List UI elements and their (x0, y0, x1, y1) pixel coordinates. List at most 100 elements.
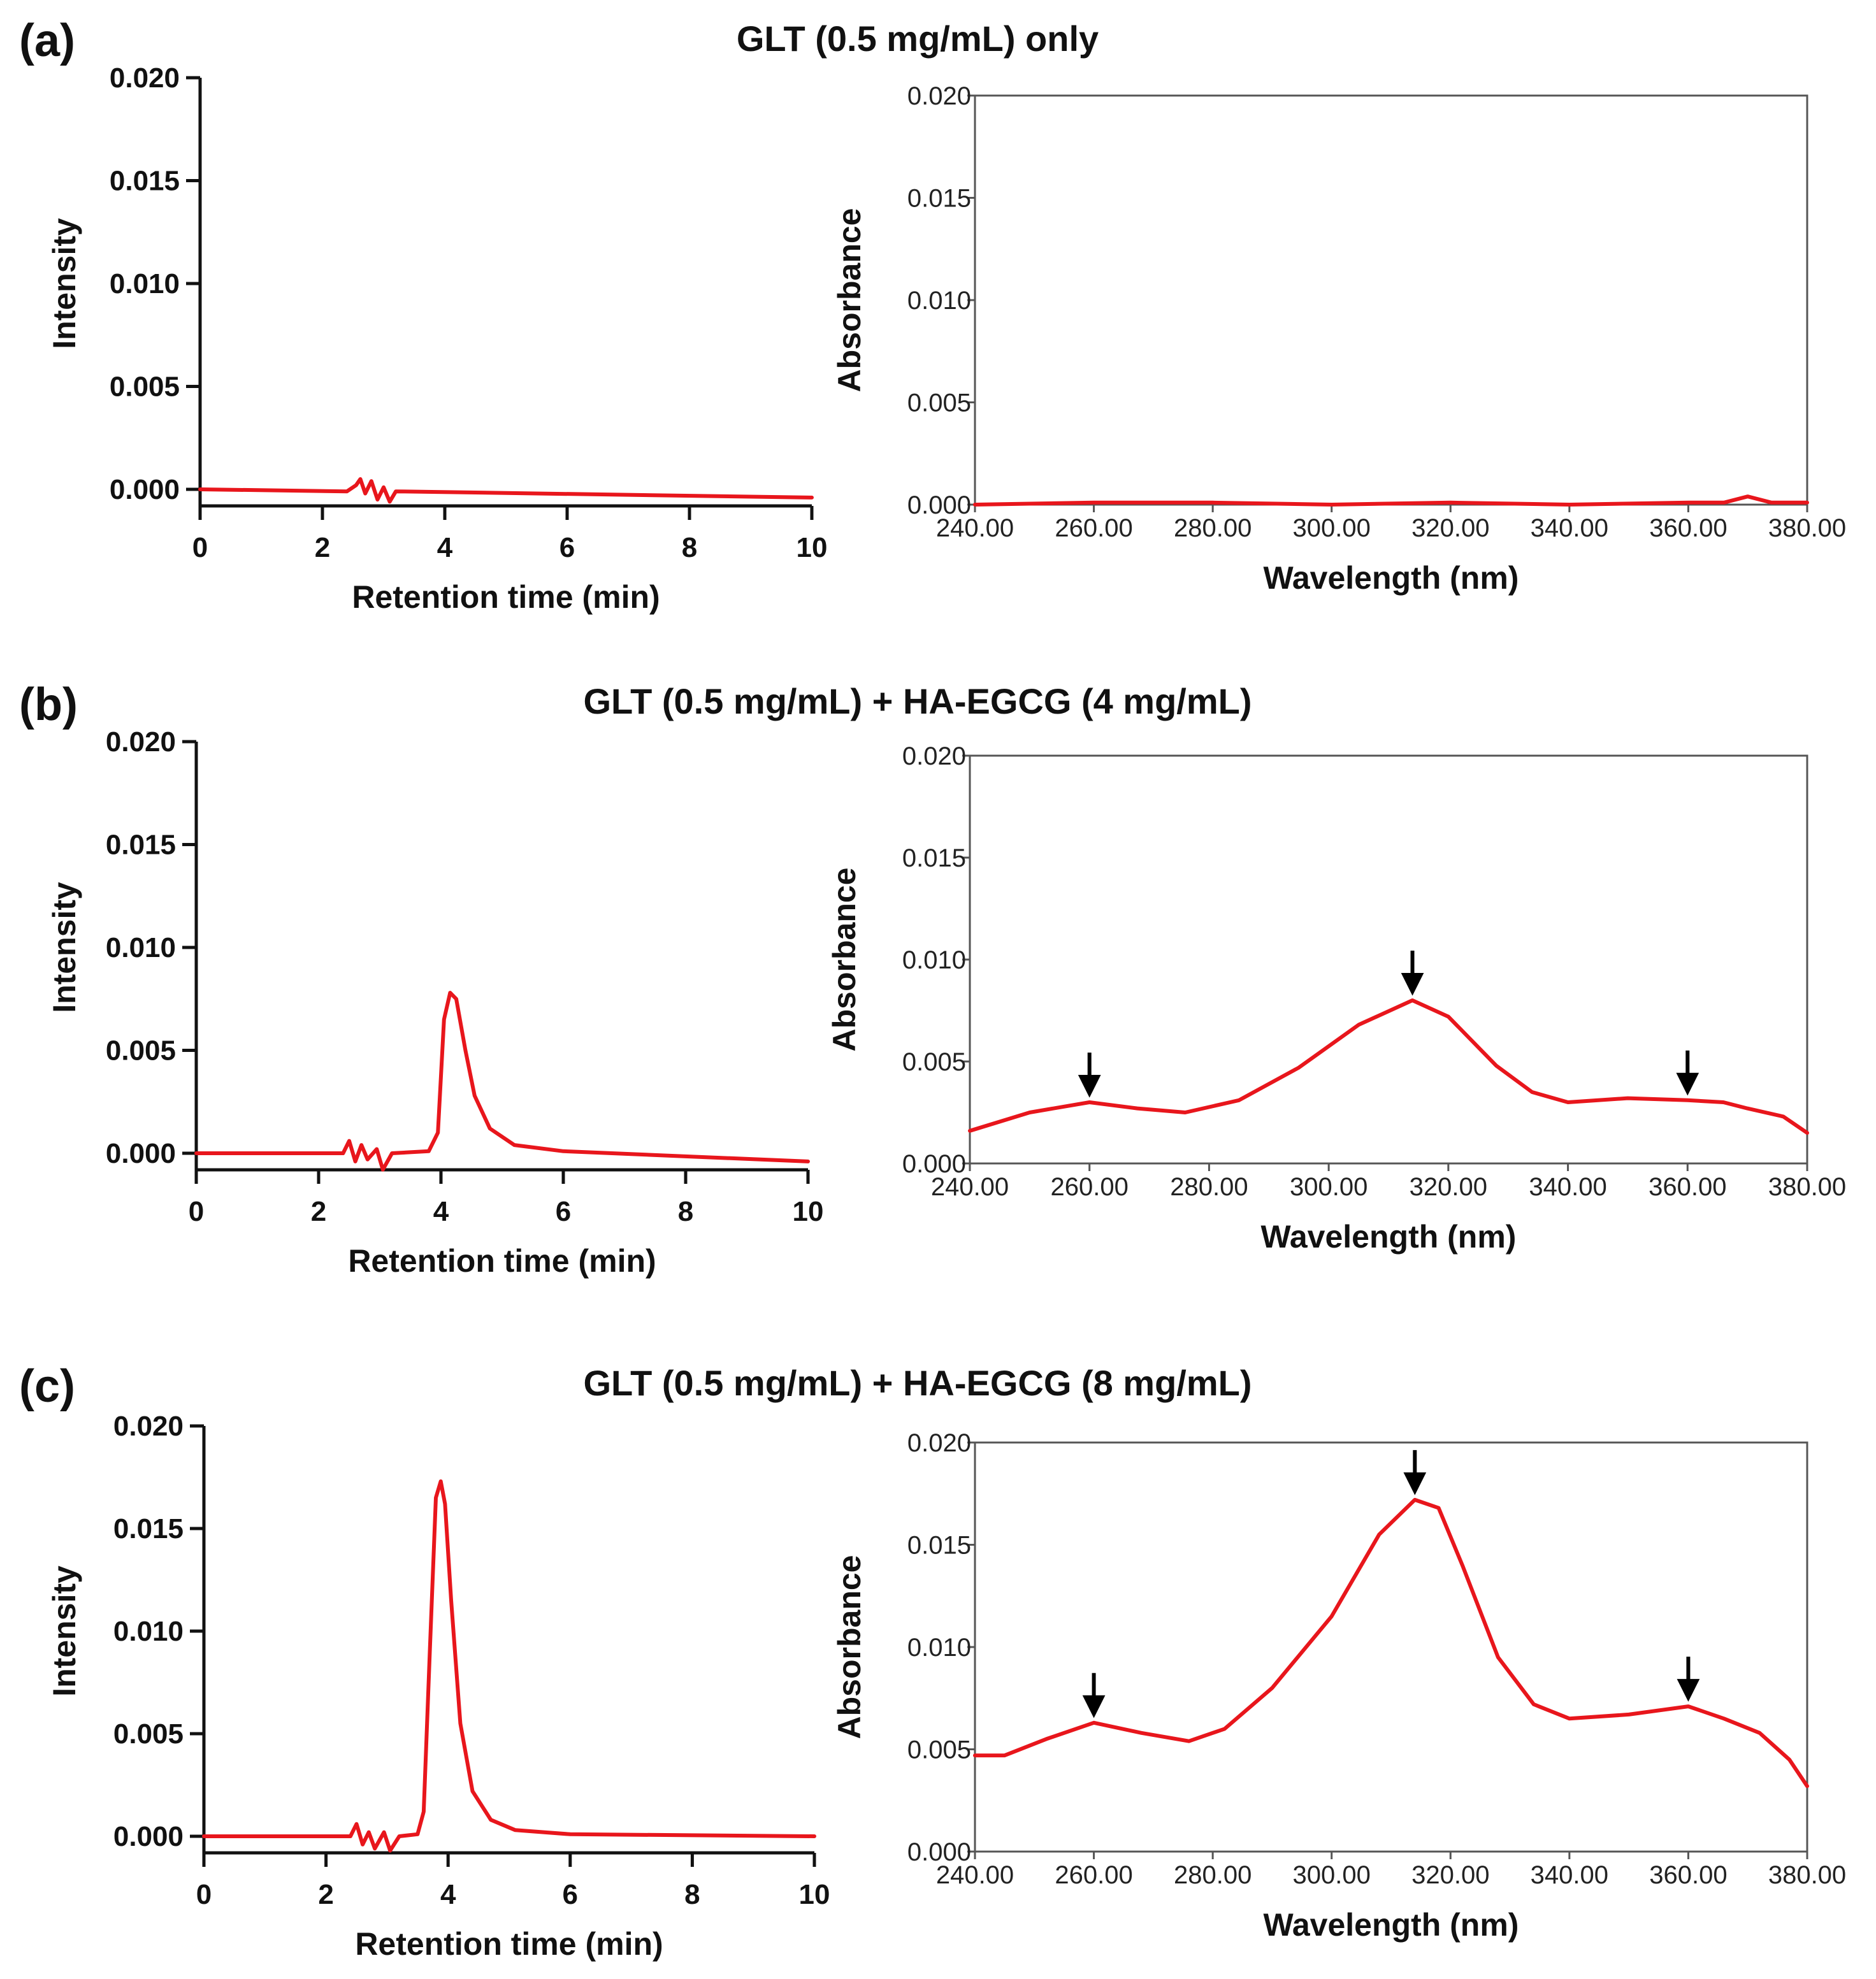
y-axis-title: Absorbance (832, 208, 867, 392)
data-series-line (202, 1479, 816, 1853)
peak-arrow-marker (1078, 1053, 1101, 1098)
y-axis-title: Intensity (47, 218, 82, 349)
y-tick-label: 0.010 (907, 1634, 971, 1662)
y-tick-label: 0.020 (110, 62, 180, 94)
y-tick-label: 0.015 (907, 1532, 971, 1560)
x-tick-label: 380.00 (1768, 1173, 1846, 1201)
x-tick-label: 4 (437, 532, 453, 563)
y-axis-title: Intensity (47, 1565, 82, 1697)
x-tick-label: 340.00 (1529, 1173, 1606, 1201)
panel-title-a: GLT (0.5 mg/mL) only (737, 18, 1099, 59)
x-tick-label: 8 (682, 532, 697, 563)
x-tick-label: 2 (315, 532, 330, 563)
y-tick-label: 0.020 (106, 726, 176, 758)
x-tick-label: 280.00 (1174, 514, 1252, 542)
peak-arrow-marker (1403, 1450, 1427, 1495)
x-axis-title: Retention time (min) (355, 1926, 663, 1962)
x-tick-label: 6 (556, 1196, 571, 1227)
y-tick-label: 0.005 (907, 1736, 971, 1764)
x-tick-label: 300.00 (1290, 1173, 1367, 1201)
y-tick-label: 0.000 (907, 491, 971, 519)
plot-frame (974, 1441, 1808, 1853)
panel-title-c: GLT (0.5 mg/mL) + HA-EGCG (8 mg/mL) (583, 1363, 1252, 1403)
y-axis-title: Intensity (47, 882, 82, 1013)
x-axis-title: Wavelength (nm) (1264, 560, 1519, 596)
y-tick-label: 0.020 (907, 1429, 971, 1457)
y-tick-label: 0.000 (106, 1138, 176, 1169)
uv-spectrum-b: 0.000 0.005 0.010 0.015 0.020 240.00 260.00 280… (826, 742, 1846, 1255)
y-tick-label: 0.015 (110, 166, 180, 197)
y-tick-label: 0.005 (106, 1035, 176, 1067)
panel-label-a: (a) (19, 15, 75, 66)
panel-title-b: GLT (0.5 mg/mL) + HA-EGCG (4 mg/mL) (583, 681, 1252, 721)
y-tick-label: 0.005 (113, 1718, 184, 1750)
x-tick-label: 260.00 (1051, 1173, 1129, 1201)
y-tick-label: 0.015 (106, 830, 176, 861)
peak-arrow-marker (1676, 1050, 1699, 1096)
data-series-line (973, 1497, 1809, 1788)
x-tick-label: 300.00 (1293, 1861, 1371, 1889)
x-tick-label: 340.00 (1531, 1861, 1608, 1889)
y-axis-title: Absorbance (826, 868, 862, 1052)
x-tick-label: 360.00 (1649, 1861, 1727, 1889)
x-tick-label: 10 (793, 1196, 824, 1227)
plot-frame (974, 94, 1808, 506)
x-tick-label: 0 (189, 1196, 204, 1227)
x-tick-label: 0 (192, 532, 208, 563)
x-tick-label: 0 (196, 1879, 212, 1910)
x-tick-label: 320.00 (1411, 1861, 1489, 1889)
data-series-line (968, 998, 1809, 1135)
x-tick-label: 2 (311, 1196, 326, 1227)
y-tick-label: 0.010 (907, 287, 971, 315)
y-tick-label: 0.010 (113, 1616, 184, 1647)
x-tick-label: 4 (433, 1196, 449, 1227)
y-tick-label: 0.015 (902, 844, 966, 872)
x-tick-label: 380.00 (1768, 514, 1846, 542)
panel-label-c: (c) (19, 1361, 75, 1412)
x-axis-title: Wavelength (nm) (1264, 1907, 1519, 1943)
x-tick-label: 320.00 (1410, 1173, 1487, 1201)
x-tick-label: 360.00 (1649, 514, 1727, 542)
x-tick-label: 6 (559, 532, 575, 563)
x-axis-title: Wavelength (nm) (1261, 1219, 1517, 1255)
x-tick-label: 240.00 (936, 1861, 1014, 1889)
x-tick-label: 240.00 (931, 1173, 1009, 1201)
y-tick-label: 0.015 (907, 185, 971, 213)
peak-arrow-marker (1677, 1657, 1700, 1702)
x-tick-label: 4 (440, 1879, 456, 1910)
y-tick-label: 0.010 (110, 268, 180, 299)
y-tick-label: 0.010 (902, 946, 966, 974)
panel-label-b: (b) (19, 679, 78, 730)
data-series-line (198, 477, 814, 504)
y-tick-label: 0.000 (113, 1821, 184, 1852)
x-axis-title: Retention time (min) (348, 1243, 656, 1279)
y-tick-label: 0.020 (113, 1411, 184, 1442)
data-series-line (194, 991, 810, 1172)
y-tick-label: 0.005 (902, 1048, 966, 1076)
x-tick-label: 8 (678, 1196, 693, 1227)
x-tick-label: 6 (563, 1879, 578, 1910)
chromatogram-c: 0.000 0.005 0.010 0.015 0.020 0 2 4 6 8 10 Retentio… (47, 1411, 830, 1962)
y-tick-label: 0.000 (110, 474, 180, 505)
uv-spectrum-c: 0.000 0.005 0.010 0.015 0.020 240.00 260.00 280… (832, 1429, 1846, 1943)
x-tick-label: 10 (797, 532, 828, 563)
y-tick-label: 0.000 (907, 1838, 971, 1866)
x-tick-label: 340.00 (1531, 514, 1608, 542)
y-tick-label: 0.000 (902, 1150, 966, 1178)
x-tick-label: 280.00 (1174, 1861, 1252, 1889)
x-tick-label: 10 (799, 1879, 830, 1910)
x-tick-label: 8 (684, 1879, 700, 1910)
x-tick-label: 380.00 (1768, 1861, 1846, 1889)
x-tick-label: 280.00 (1170, 1173, 1248, 1201)
x-tick-label: 360.00 (1649, 1173, 1726, 1201)
y-tick-label: 0.020 (907, 82, 971, 110)
x-tick-label: 300.00 (1293, 514, 1371, 542)
x-tick-label: 260.00 (1055, 514, 1132, 542)
data-series-line (973, 494, 1809, 507)
chromatogram-a: 0.000 0.005 0.010 0.015 0.020 0 2 4 6 8 10 Retentio… (47, 62, 827, 615)
x-tick-label: 240.00 (936, 514, 1014, 542)
y-tick-label: 0.005 (907, 389, 971, 417)
chromatogram-b: 0.000 0.005 0.010 0.015 0.020 0 2 4 6 8 10 Retentio… (47, 726, 823, 1279)
y-axis-title: Absorbance (832, 1555, 867, 1739)
